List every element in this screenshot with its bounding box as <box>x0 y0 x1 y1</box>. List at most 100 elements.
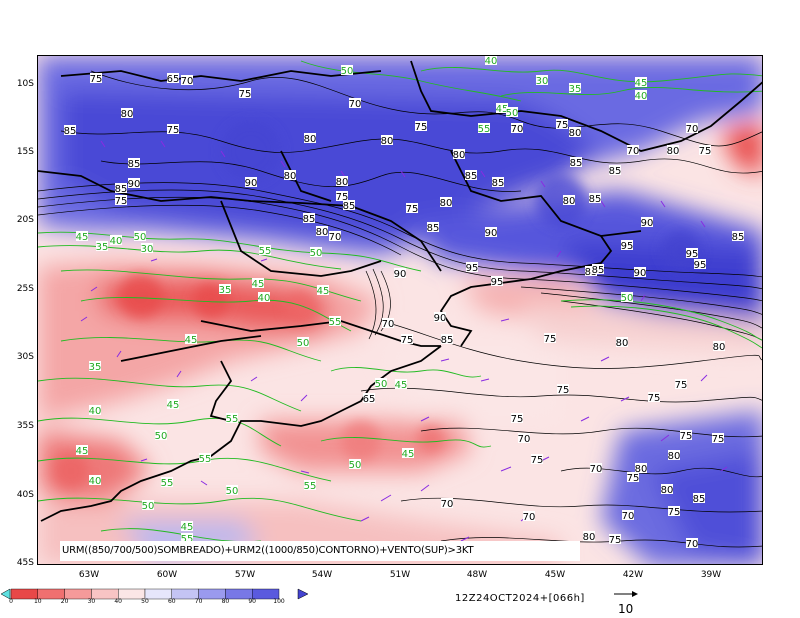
green-contour-label: 50 <box>142 501 155 512</box>
green-contour-label: 45 <box>181 522 194 533</box>
green-contour-label: 50 <box>310 248 323 259</box>
black-contour-label-bg <box>181 75 193 85</box>
black-contour-label-bg <box>382 318 394 328</box>
colorbar-tick-label: 100 <box>273 598 285 605</box>
lon-label-54w: 54W <box>311 570 333 580</box>
black-contour-label: 75 <box>544 334 557 345</box>
green-contour-label-bg <box>89 405 101 415</box>
black-contour-label-bg <box>557 384 569 394</box>
black-contour-label-bg <box>590 463 602 473</box>
green-contour-label: 40 <box>258 293 271 304</box>
black-contour-label: 75 <box>668 507 681 518</box>
black-contour-label-bg <box>544 333 556 343</box>
black-contour-label-bg <box>466 262 478 272</box>
black-contour-label: 75 <box>511 414 524 425</box>
green-contour-label: 40 <box>110 236 123 247</box>
black-contour-label: 70 <box>511 124 524 135</box>
green-contour-label-bg <box>402 448 414 458</box>
black-contour-label: 70 <box>181 76 194 87</box>
black-contour-label-bg <box>668 450 680 460</box>
colorbar-tick-label: 20 <box>60 598 69 605</box>
black-contour-label-bg <box>128 158 140 168</box>
black-contour-label-bg <box>167 73 179 83</box>
black-contour-label: 75 <box>415 122 428 133</box>
black-contour-label-bg <box>316 226 328 236</box>
lon-label-42w: 42W <box>622 570 644 580</box>
black-contour-label: 85 <box>693 494 706 505</box>
black-contour-label: 70 <box>441 499 454 510</box>
lon-label-63w: 63W <box>78 570 100 580</box>
black-contour-label: 80 <box>635 464 648 475</box>
black-contour-label: 95 <box>621 241 634 252</box>
colorbar-tick-label: 70 <box>194 598 203 605</box>
black-contour-label-bg <box>518 433 530 443</box>
black-contour-label-bg <box>583 531 595 541</box>
black-contour-label: 90 <box>128 179 141 190</box>
colorbar-tick-label: 30 <box>87 598 96 605</box>
black-contour-label: 80 <box>336 177 349 188</box>
colorbar <box>0 588 309 600</box>
black-contour-label: 70 <box>622 511 635 522</box>
black-contour-label-bg <box>492 177 504 187</box>
black-contour-label: 75 <box>167 125 180 136</box>
black-contour-label-bg <box>570 157 582 167</box>
black-contour-label-bg <box>511 413 523 423</box>
green-contour-label-bg <box>89 475 101 485</box>
political-boundaries <box>38 60 762 522</box>
black-contour-label: 75 <box>675 380 688 391</box>
lat-label-30s: 30S <box>16 352 34 362</box>
green-contour-label-bg <box>185 334 197 344</box>
black-contour-label: 70 <box>686 539 699 550</box>
black-contour-label-bg <box>569 127 581 137</box>
green-contour-label-bg <box>89 361 101 371</box>
black-contour-label: 85 <box>128 159 141 170</box>
black-contour-label-bg <box>363 393 375 403</box>
green-contour-label-bg <box>258 292 270 302</box>
colorbar-right-arrow <box>297 588 309 600</box>
green-contour-label-bg <box>395 379 407 389</box>
black-contour-label-bg <box>406 203 418 213</box>
black-contour-label: 75 <box>556 120 569 131</box>
green-contour-label-bg <box>304 480 316 490</box>
green-contour-label-bg <box>141 243 153 253</box>
black-contour-label-bg <box>616 337 628 347</box>
green-contour-label: 30 <box>141 244 154 255</box>
green-contour-label-bg <box>485 56 497 65</box>
green-contour-label: 40 <box>89 406 102 417</box>
green-contour-label-bg <box>506 107 518 117</box>
black-contour-label: 80 <box>667 146 680 157</box>
lon-label-39w: 39W <box>700 570 722 580</box>
black-contour-label-bg <box>592 264 604 274</box>
green-contour-label-bg <box>252 278 264 288</box>
black-contour-label: 80 <box>381 136 394 147</box>
black-contour-label-bg <box>485 227 497 237</box>
black-contour-label-bg <box>303 213 315 223</box>
black-contour-label-bg <box>694 259 706 269</box>
black-contour-label: 85 <box>589 194 602 205</box>
map-panel: 75 65 70 75 80 70 85 75 80 80 75 70 75 80 70 70 80 75 80 85… <box>37 55 763 565</box>
black-contour-label-bg <box>712 433 724 443</box>
black-contour-label-bg <box>589 193 601 203</box>
black-contour-label-bg <box>627 472 639 482</box>
black-contour-label: 85 <box>585 267 598 278</box>
colorbar-tick-label: 10 <box>33 598 42 605</box>
black-contour-label: 95 <box>694 260 707 271</box>
black-contour-label-bg <box>349 98 361 108</box>
black-contour-label: 70 <box>518 434 531 445</box>
black-contour-label: 85 <box>427 223 440 234</box>
black-contour-label-bg <box>167 124 179 134</box>
black-contour-label: 85 <box>570 158 583 169</box>
green-contour-label: 55 <box>161 478 174 489</box>
black-contour-label: 80 <box>569 128 582 139</box>
colorbar-tick-label: 50 <box>141 598 149 605</box>
green-contour-label: 55 <box>199 454 212 465</box>
green-contour-label: 55 <box>181 534 194 545</box>
green-contour-label-bg <box>226 485 238 495</box>
black-contour-label: 80 <box>440 198 453 209</box>
green-contour-label-bg <box>96 241 108 251</box>
black-contour-label-bg <box>732 231 744 241</box>
black-contour-label-bg <box>648 392 660 402</box>
green-contour-label: 50 <box>297 338 310 349</box>
black-contour-label: 70 <box>686 124 699 135</box>
